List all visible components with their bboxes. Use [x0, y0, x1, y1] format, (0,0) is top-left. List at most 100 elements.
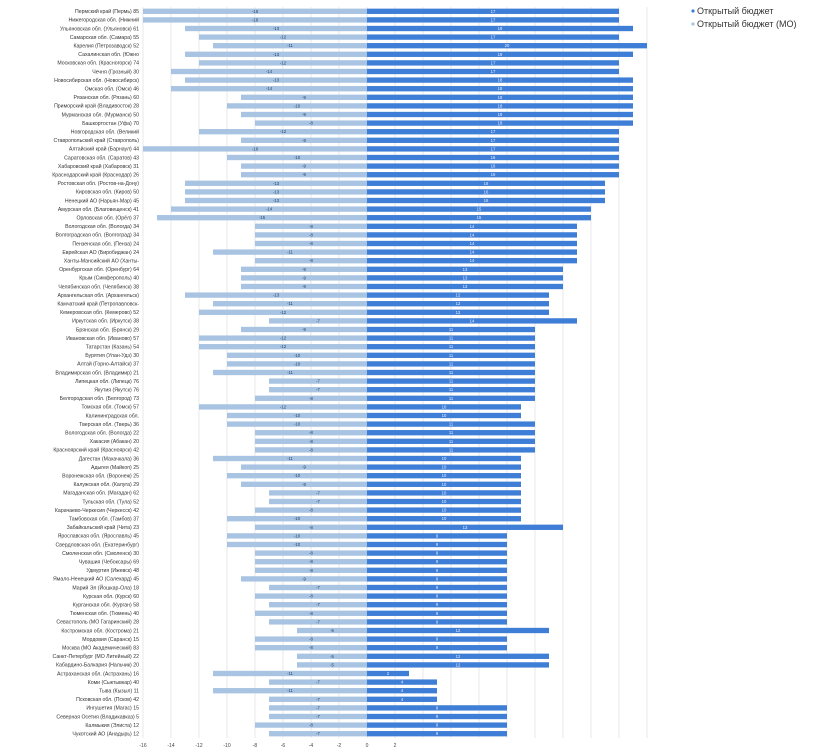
bar-left: [269, 584, 367, 591]
bar-right: [367, 111, 633, 118]
bar-left: [213, 43, 367, 49]
value-label-right: 17: [491, 35, 496, 40]
legend: Открытый бюджет Открытый бюджет (МО): [691, 6, 796, 29]
bar-right: [367, 455, 521, 462]
value-label-left: -11: [287, 671, 293, 676]
value-label-right: 9: [436, 585, 439, 590]
bar-right: [367, 524, 563, 530]
category-label: Нижегородская обл. (Нижний: [69, 17, 140, 24]
value-label-left: -8: [309, 594, 313, 599]
bar-right: [367, 713, 507, 720]
value-label-right: 14: [470, 258, 475, 263]
value-label-left: -16: [252, 17, 259, 22]
x-tick-label: -14: [167, 743, 174, 749]
bar-left: [241, 137, 367, 143]
category-label: Татарстан (Казань) 54: [86, 345, 139, 351]
bar-right: [367, 645, 507, 651]
category-label: Ханты-Мансийский АО (Ханты-: [64, 258, 140, 265]
bar-right: [367, 602, 507, 608]
bars: -16 17 -16 17 -13 18 -12 17 -11 20 -13 18 -12 17 -14 17…: [143, 8, 647, 737]
bar-right: [367, 559, 507, 565]
category-label: Якутия (Якутск) 76: [94, 388, 139, 394]
bar-right: [367, 43, 647, 49]
category-label: Орловская обл. (Орёл) 37: [76, 216, 139, 222]
bar-right: [367, 301, 549, 307]
value-label-left: -8: [309, 430, 313, 435]
value-label-left: -13: [273, 189, 280, 194]
category-label: Забайкальский край (Чита) 23: [67, 524, 139, 531]
value-label-right: 10: [442, 456, 447, 461]
value-label-right: 13: [463, 267, 468, 272]
bar-right: [367, 275, 563, 281]
value-label-right: 18: [498, 26, 503, 31]
value-label-right: 16: [484, 189, 489, 194]
value-label-right: 18: [498, 121, 503, 126]
bar-left: [213, 688, 367, 694]
bar-left: [255, 636, 367, 642]
value-label-right: 14: [470, 232, 475, 237]
value-label-right: 17: [491, 129, 496, 134]
category-label: Бурятия (Улан-Удэ) 30: [85, 353, 139, 359]
value-label-right: 4: [401, 688, 404, 693]
bar-left: [269, 602, 367, 608]
category-label: Оренбургская обл. (Оренбург) 64: [59, 267, 139, 273]
x-tick-label: 2: [394, 743, 397, 749]
bar-left: [269, 619, 367, 625]
value-label-left: -8: [309, 121, 313, 126]
category-label: Брянская обл. (Брянск) 29: [76, 327, 139, 333]
bar-right: [367, 344, 535, 350]
bar-right: [367, 679, 437, 685]
bar-right: [367, 627, 549, 634]
bar-left: [269, 490, 367, 496]
value-label-right: 11: [449, 430, 454, 435]
bar-left: [255, 559, 367, 565]
category-label: Коми (Сыктывкар) 40: [88, 680, 139, 686]
bar-left: [213, 670, 367, 677]
bar-left: [269, 696, 367, 702]
bar-left: [255, 722, 367, 728]
category-label: Ямало-Ненецкий АО (Салехард) 45: [53, 576, 139, 583]
value-label-right: 18: [498, 112, 503, 117]
value-label-right: 17: [491, 60, 496, 65]
category-label: Костромская обл. (Кострома) 21: [61, 628, 139, 634]
bar-left: [171, 68, 367, 75]
category-label: Красноярский край (Красноярск) 42: [53, 447, 139, 454]
value-label-right: 18: [498, 103, 503, 108]
bar-right: [367, 68, 619, 75]
bar-right: [367, 94, 633, 100]
value-label-right: 16: [491, 164, 496, 169]
value-label-right: 12: [456, 628, 461, 633]
category-label: Тверская обл. (Тверь) 36: [79, 422, 139, 428]
value-label-left: -9: [302, 267, 306, 272]
value-label-left: -10: [294, 413, 301, 418]
category-label: Дагестан (Махачкала) 36: [79, 456, 139, 462]
value-label-left: -16: [252, 9, 259, 14]
category-label: Калининградская обл.: [86, 413, 139, 419]
bar-right: [367, 361, 535, 367]
bar-left: [185, 189, 367, 195]
bar-right: [367, 636, 507, 642]
bar-right: [367, 481, 521, 487]
bar-left: [185, 197, 367, 204]
bar-right: [367, 240, 577, 247]
value-label-left: -9: [302, 164, 306, 169]
bar-left: [255, 430, 367, 436]
value-label-left: -10: [294, 103, 301, 108]
category-label: Марий Эл (Йошкар-Ола) 18: [72, 583, 139, 591]
bar-right: [367, 705, 507, 711]
value-label-right: 11: [449, 422, 454, 427]
value-label-right: 10: [442, 490, 447, 495]
category-label: Кемеровская обл. (Кемерово) 52: [60, 310, 139, 316]
category-label: Челябинская обл. (Челябинск) 38: [58, 284, 139, 290]
category-label: Адыгея (Майкоп) 25: [91, 464, 139, 471]
category-label: Курганская обл. (Курган) 58: [73, 603, 139, 609]
value-label-left: -7: [316, 585, 320, 590]
value-label-left: -8: [309, 637, 313, 642]
value-label-right: 12: [456, 301, 461, 306]
bar-right: [367, 447, 535, 453]
value-label-right: 9: [436, 568, 439, 573]
value-label-right: 10: [442, 404, 447, 409]
value-label-left: -13: [273, 181, 280, 186]
bar-left: [171, 206, 367, 212]
value-label-left: -9: [302, 465, 306, 470]
